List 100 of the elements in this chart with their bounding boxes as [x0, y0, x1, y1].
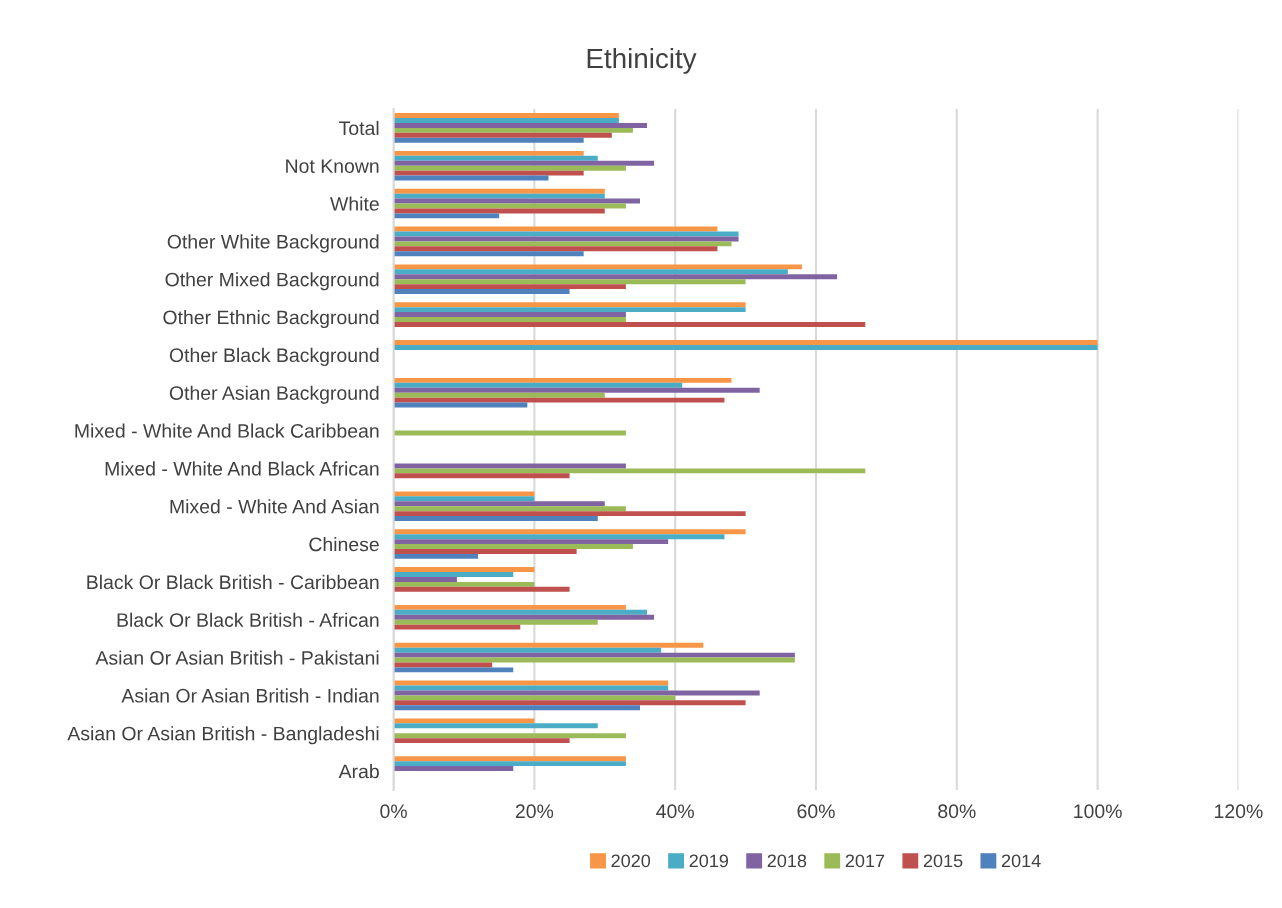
y-tick-label: Not Known: [286, 159, 379, 173]
bar: [393, 667, 514, 673]
bar: [393, 269, 788, 275]
legend-label: 2014: [1001, 854, 1041, 868]
bar: [393, 377, 732, 383]
bar: [393, 251, 584, 257]
bar: [393, 567, 535, 573]
bar: [393, 463, 626, 469]
bar: [393, 695, 676, 701]
bar: [393, 609, 648, 615]
y-tick-label: Total: [339, 120, 379, 136]
bar: [393, 213, 500, 219]
bar: [393, 604, 626, 610]
bar: [393, 198, 640, 204]
bar: [393, 718, 535, 724]
bar: [393, 614, 655, 620]
bar: [393, 246, 718, 252]
bar: [393, 766, 514, 772]
bar: [393, 302, 746, 308]
bar: [393, 642, 704, 648]
bar: [393, 122, 648, 128]
x-tick-label: 80%: [938, 804, 976, 819]
bar: [393, 468, 866, 474]
bar: [393, 284, 626, 290]
bar: [393, 160, 655, 166]
bar: [393, 165, 626, 171]
bar: [393, 307, 746, 313]
legend-label: 2017: [845, 854, 885, 868]
legend-label: 2020: [611, 854, 651, 868]
bar: [393, 387, 760, 393]
y-tick-label: Other Asian Background: [169, 385, 379, 404]
bar: [393, 733, 626, 739]
bar: [393, 572, 514, 577]
bar: [393, 647, 662, 653]
bar: [393, 690, 760, 696]
bar: [393, 700, 746, 706]
bar: [393, 321, 866, 327]
x-tick-label: 0%: [380, 804, 407, 819]
y-tick-label: Asian Or Asian British - Bangladeshi: [67, 726, 379, 745]
bar: [393, 586, 570, 592]
bar: [393, 544, 633, 549]
bar: [393, 496, 535, 502]
bar: [393, 118, 619, 123]
bar: [393, 511, 746, 517]
bar: [393, 506, 626, 512]
bar: [393, 274, 838, 280]
bar: [393, 491, 535, 497]
y-tick-label: Other Ethnic Background: [163, 310, 379, 329]
y-tick-label: Mixed - White And Asian: [170, 499, 379, 514]
y-tick-label: Asian Or Asian British - Pakistani: [95, 650, 379, 665]
bar: [393, 397, 725, 403]
bar: [393, 127, 633, 133]
bar: [393, 534, 725, 540]
bar: [393, 529, 746, 535]
bar: [393, 226, 718, 232]
bar: [393, 581, 535, 587]
bar: [393, 289, 570, 294]
bar: [393, 340, 1098, 346]
bar: [393, 576, 457, 582]
y-tick-label: Black Or Black British - Caribbean: [87, 574, 379, 590]
bar: [393, 193, 605, 199]
bar: [393, 170, 584, 176]
bar: [393, 188, 605, 194]
bar: [393, 264, 802, 270]
bar: [393, 208, 605, 214]
bar: [393, 279, 746, 285]
y-tick-label: Other White Background: [167, 234, 379, 253]
bar: [393, 539, 669, 545]
y-tick-label: Chinese: [309, 537, 379, 552]
bar: [393, 705, 640, 711]
bar: [393, 756, 626, 762]
y-tick-label: Mixed - White And Black Caribbean: [75, 423, 379, 438]
chart-title: Ethinicity: [587, 47, 697, 74]
bar: [393, 312, 626, 318]
bar: [393, 652, 795, 658]
bar: [393, 345, 1098, 350]
bar: [393, 624, 521, 630]
bar: [393, 392, 605, 398]
y-tick-label: Arab: [338, 764, 379, 779]
bar: [393, 137, 584, 143]
bar: [393, 548, 577, 554]
y-tick-label: Mixed - White And Black African: [105, 461, 379, 476]
bar: [393, 516, 598, 521]
bar: [393, 155, 598, 161]
bar: [393, 113, 619, 119]
legend-label: 2019: [689, 854, 729, 868]
bar: [393, 723, 598, 729]
bar: [393, 132, 612, 138]
bar: [393, 501, 605, 507]
legend-label: 2015: [923, 854, 963, 868]
bar: [393, 680, 669, 686]
bar: [393, 619, 598, 625]
bar: [393, 662, 493, 668]
bar: [393, 553, 479, 559]
bar: [393, 473, 570, 479]
y-tick-label: Asian Or Asian British - Indian: [121, 688, 379, 703]
x-tick-label: 40%: [656, 804, 694, 819]
x-tick-label: 20%: [515, 804, 554, 819]
x-tick-label: 120%: [1215, 804, 1263, 819]
y-tick-label: Other Mixed Background: [165, 272, 379, 291]
